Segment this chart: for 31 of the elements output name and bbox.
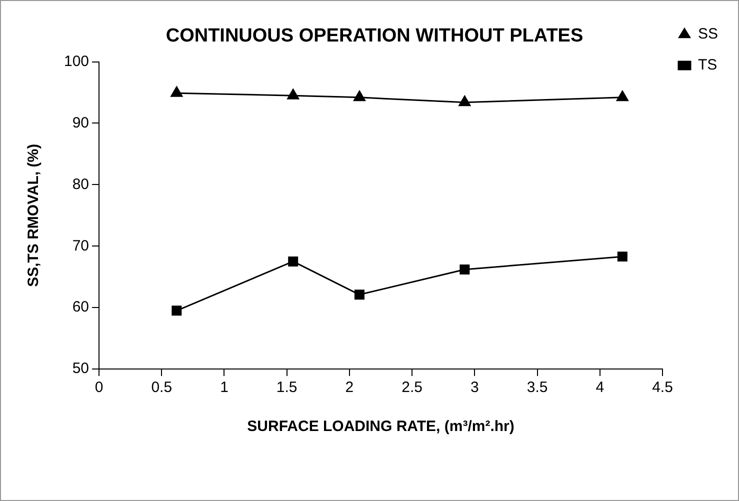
- y-tick-label: 70: [72, 237, 90, 254]
- point: [170, 86, 183, 97]
- point: [287, 88, 300, 100]
- x-tick-label: 4.5: [652, 379, 673, 396]
- legend-label: TS: [698, 56, 718, 74]
- y-axis-title: SS,TS RMOVAL, (%): [25, 144, 42, 287]
- x-tick-label: 0.5: [151, 379, 172, 396]
- y-tick-label: 60: [72, 298, 90, 316]
- point: [617, 252, 628, 262]
- x-tick-label: 2: [345, 379, 354, 396]
- legend-label: SS: [698, 26, 718, 43]
- y-tick-label: 90: [72, 114, 90, 132]
- x-tick-label: 1: [220, 379, 228, 396]
- x-tick-label: 4: [596, 379, 604, 396]
- point: [458, 96, 471, 106]
- x-tick-label: 2.5: [402, 379, 422, 396]
- point: [354, 290, 364, 300]
- point: [172, 306, 182, 316]
- x-axis-title: SURFACE LOADING RATE, (m³/m².hr): [247, 418, 514, 436]
- point: [354, 90, 366, 102]
- chart-title: CONTINUOUS OPERATION WITHOUT PLATES: [166, 26, 584, 47]
- x-tick-label: 3.5: [526, 379, 548, 396]
- y-tick-label: 100: [64, 52, 90, 70]
- point: [616, 90, 628, 102]
- point: [460, 264, 470, 274]
- x-tick-label: 3: [470, 379, 479, 396]
- point: [288, 256, 298, 266]
- y-tick-label: 50: [72, 360, 90, 378]
- x-tick-label: 0: [94, 379, 104, 396]
- y-tick-label: 80: [72, 176, 90, 193]
- x-tick-label: 1.5: [276, 379, 298, 396]
